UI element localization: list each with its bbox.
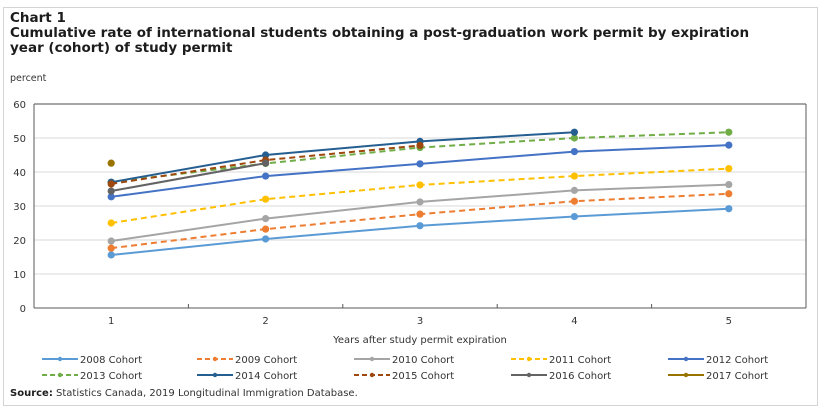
legend-label-2010-cohort: 2010 Cohort — [392, 355, 454, 366]
data-point-2009-cohort — [570, 197, 579, 205]
x-tick-label-3: 3 — [417, 316, 423, 327]
legend-label-2015-cohort: 2015 Cohort — [392, 371, 454, 382]
data-point-2017-cohort — [107, 159, 115, 167]
data-point-2011-cohort — [725, 165, 733, 173]
data-point-2008-cohort — [725, 205, 733, 213]
data-point-2012-cohort — [570, 148, 579, 156]
series-line-2014-cohort — [111, 131, 575, 184]
data-point-2011-cohort — [262, 195, 270, 203]
data-point-2011-cohort — [416, 181, 424, 189]
data-point-2012-cohort — [107, 193, 115, 201]
x-tick-label-5: 5 — [726, 316, 732, 327]
source-label: Source: — [10, 388, 53, 399]
y-tick-label: 60 — [13, 100, 26, 111]
legend-marker-2017-cohort — [683, 372, 689, 378]
data-point-2010-cohort — [725, 180, 733, 189]
legend-label-2014-cohort: 2014 Cohort — [235, 371, 297, 382]
series-line-2016-cohort — [111, 162, 266, 193]
legend-marker-2016-cohort — [526, 372, 532, 378]
x-axis-title: Years after study permit expiration — [332, 335, 507, 346]
data-point-2015-cohort — [416, 141, 424, 150]
x-tick-label-4: 4 — [571, 316, 577, 327]
chart-title-line-1: Cumulative rate of international student… — [10, 25, 750, 41]
legend-label-2013-cohort: 2013 Cohort — [80, 371, 142, 382]
series-line-2015-cohort — [111, 144, 421, 185]
data-point-2010-cohort — [570, 186, 579, 194]
data-point-2009-cohort — [262, 225, 270, 233]
legend-label-2008-cohort: 2008 Cohort — [80, 355, 142, 366]
x-tick-label-1: 1 — [108, 316, 114, 327]
data-point-2011-cohort — [570, 172, 579, 180]
legend-marker-2010-cohort — [369, 356, 375, 362]
x-tick-label-2: 2 — [262, 316, 268, 327]
legend-marker-2013-cohort — [57, 372, 63, 378]
chart-title-line-2: year (cohort) of study permit — [10, 40, 233, 56]
legend-marker-2014-cohort — [212, 372, 218, 378]
data-point-2009-cohort — [725, 190, 733, 198]
source-note: Source: Statistics Canada, 2019 Longitud… — [10, 388, 358, 399]
data-point-2009-cohort — [107, 244, 115, 252]
y-tick-label: 40 — [13, 168, 26, 179]
legend-label-2012-cohort: 2012 Cohort — [706, 355, 768, 366]
legend-label-2009-cohort: 2009 Cohort — [235, 355, 297, 366]
y-tick-label: 50 — [13, 134, 26, 145]
data-point-2008-cohort — [262, 235, 270, 243]
data-point-2014-cohort — [262, 151, 270, 159]
data-point-2015-cohort — [107, 180, 115, 188]
legend-marker-2009-cohort — [212, 356, 218, 362]
chart-label: Chart 1 — [10, 10, 66, 26]
y-axis-unit-label: percent — [10, 73, 47, 84]
data-point-2014-cohort — [570, 128, 579, 136]
y-tick-label: 0 — [20, 304, 26, 315]
legend-marker-2008-cohort — [57, 356, 63, 362]
legend-label-2016-cohort: 2016 Cohort — [549, 371, 611, 382]
data-point-2010-cohort — [262, 214, 270, 223]
y-tick-label: 30 — [13, 202, 26, 213]
data-point-2008-cohort — [570, 212, 579, 221]
legend-label-2011-cohort: 2011 Cohort — [549, 355, 611, 366]
data-point-2013-cohort — [725, 128, 733, 136]
data-point-2012-cohort — [725, 141, 733, 149]
data-point-2008-cohort — [416, 222, 424, 230]
y-tick-label: 20 — [13, 236, 26, 247]
data-point-2016-cohort — [262, 159, 270, 167]
data-point-2012-cohort — [262, 172, 270, 180]
data-point-2008-cohort — [107, 251, 115, 259]
data-point-2013-cohort — [570, 134, 579, 142]
legend-marker-2015-cohort — [369, 372, 375, 378]
legend-marker-2012-cohort — [683, 356, 689, 362]
data-point-2010-cohort — [107, 237, 115, 245]
data-point-2010-cohort — [416, 198, 424, 206]
data-point-2016-cohort — [107, 187, 115, 195]
legend-label-2017-cohort: 2017 Cohort — [706, 371, 768, 382]
source-text: Statistics Canada, 2019 Longitudinal Imm… — [52, 388, 358, 399]
data-point-2011-cohort — [107, 219, 115, 227]
chart-title: Chart 1 Cumulative rate of international… — [10, 11, 749, 56]
data-point-2012-cohort — [416, 160, 424, 168]
y-tick-label: 10 — [13, 270, 26, 281]
legend-marker-2011-cohort — [526, 356, 532, 362]
data-point-2009-cohort — [416, 210, 424, 218]
